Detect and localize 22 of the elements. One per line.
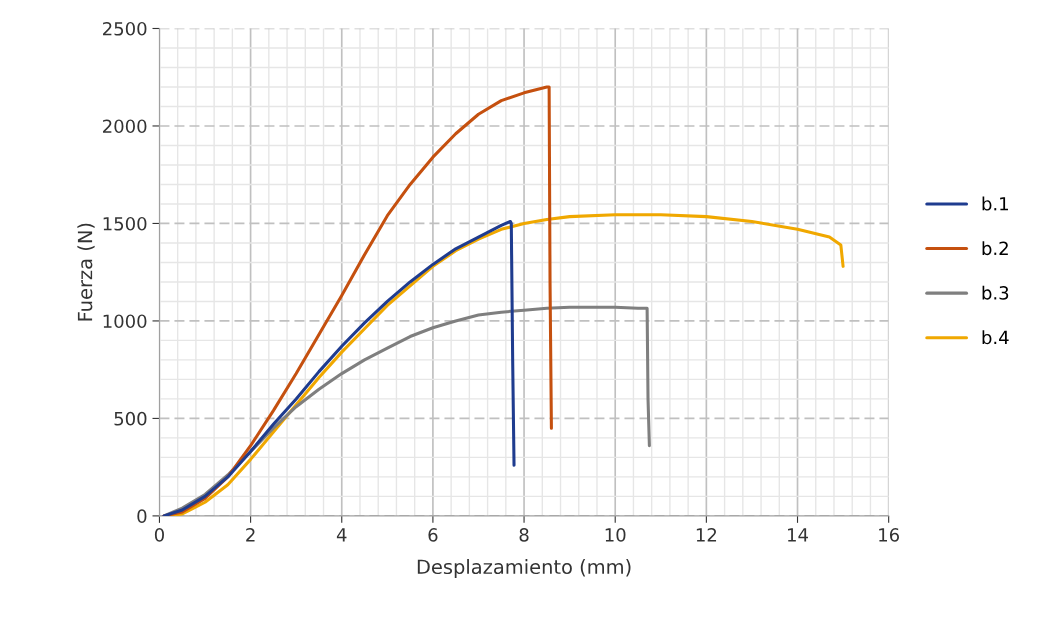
y-tick-label: 0 — [137, 509, 147, 524]
x-tick-label: 12 — [696, 528, 717, 542]
x-tick-label: 10 — [605, 528, 626, 542]
legend-label: b.4 — [982, 330, 1009, 345]
x-tick-label: 2 — [246, 528, 255, 542]
x-tick-label: 16 — [879, 528, 900, 542]
y-tick-label: 2500 — [103, 21, 147, 36]
x-tick-label: 4 — [336, 528, 347, 542]
x-axis-title: Desplazamiento (mm) — [417, 559, 631, 578]
x-tick-label: 14 — [788, 528, 808, 542]
line-series — [162, 219, 516, 516]
y-tick-label: 1500 — [103, 216, 147, 231]
x-tick-label: 0 — [154, 528, 164, 542]
y-tick-label: 1000 — [103, 314, 147, 329]
legend-label: b.2 — [982, 241, 1008, 256]
y-axis-title: Fuerza (N) — [77, 223, 95, 321]
y-tick-label: 2000 — [103, 119, 147, 134]
legend-label: b.1 — [982, 196, 1008, 211]
x-tick-label: 8 — [519, 528, 529, 542]
legend-label: b.3 — [982, 285, 1009, 300]
x-tick-label: 6 — [428, 528, 438, 542]
y-tick-label: 500 — [114, 411, 147, 426]
